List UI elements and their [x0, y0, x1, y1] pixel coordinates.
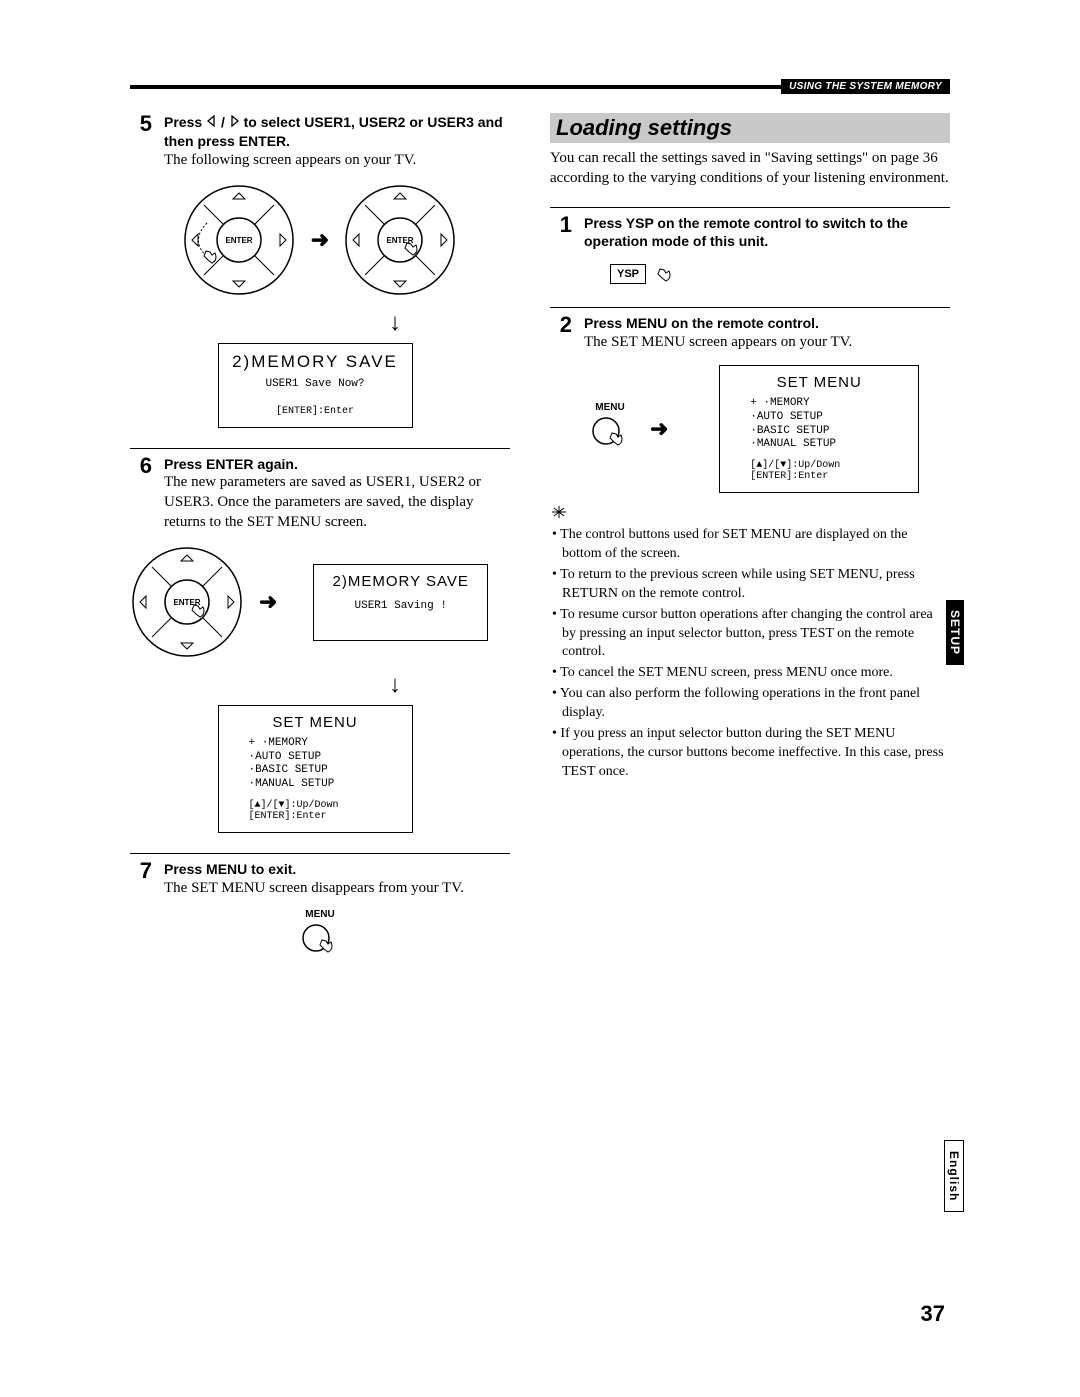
side-tab-setup: SETUP: [946, 600, 964, 665]
header-label: USING THE SYSTEM MEMORY: [781, 79, 950, 94]
screen-title: SET MENU: [229, 714, 402, 731]
step-number: 7: [130, 860, 152, 899]
footer-line: [▲]/[▼]:Up/Down: [750, 460, 908, 471]
dpad-enter-highlighted: ENTER: [343, 183, 458, 298]
screen-title: SET MENU: [730, 374, 908, 391]
step-body: Press ENTER again. The new parameters ar…: [164, 455, 510, 533]
step-6-text: The new parameters are saved as USER1, U…: [164, 473, 510, 532]
menu-line: + ·MEMORY: [750, 397, 908, 411]
footer-line: [ENTER]:Enter: [750, 471, 908, 482]
arrow-down-icon: ↓: [130, 310, 510, 337]
step-divider: [130, 853, 510, 854]
step-body: Press MENU to exit. The SET MENU screen …: [164, 860, 510, 899]
footer-line: [ENTER]:Enter: [249, 811, 402, 822]
menu-button-diagram: MENU: [130, 909, 510, 963]
step-number: 5: [130, 113, 152, 171]
menu-line: + ·MEMORY: [249, 737, 402, 751]
right-column: Loading settings You can recall the sett…: [550, 113, 950, 963]
set-menu-screen-2: SET MENU + ·MEMORY ·AUTO SETUP ·BASIC SE…: [719, 365, 919, 493]
step-7: 7 Press MENU to exit. The SET MENU scree…: [130, 860, 510, 899]
footer-line: [▲]/[▼]:Up/Down: [249, 800, 402, 811]
left-column: 5 Press / to select USER1, USER2 or USER…: [130, 113, 510, 963]
triangle-right-icon: [229, 115, 240, 127]
round-button-press-icon: [590, 415, 630, 451]
right-step-2-heading: Press MENU on the remote control.: [584, 314, 950, 333]
step-number: 2: [550, 314, 572, 353]
right-step-2-diagram: MENU ➜ SET MENU + ·MEMORY ·AUTO SETUP ·B…: [590, 365, 950, 493]
screen-footer: [▲]/[▼]:Up/Down [ENTER]:Enter: [730, 460, 908, 482]
menu-line: ·MANUAL SETUP: [750, 438, 908, 452]
dpad-enter: ENTER: [130, 545, 245, 660]
menu-line: ·BASIC SETUP: [750, 425, 908, 439]
ysp-button-diagram: YSP: [610, 261, 950, 287]
step-5-diagram-row: ENTER ➜ ENTER: [130, 183, 510, 298]
screen-line: USER1 Saving !: [324, 600, 477, 612]
arrow-down-icon: ↓: [130, 672, 510, 699]
step-body: Press YSP on the remote control to switc…: [584, 214, 950, 252]
step-divider: [550, 207, 950, 208]
step-6: 6 Press ENTER again. The new parameters …: [130, 455, 510, 533]
right-step-1: 1 Press YSP on the remote control to swi…: [550, 214, 950, 252]
menu-line: ·AUTO SETUP: [249, 751, 402, 765]
tip-item: To return to the previous screen while u…: [552, 566, 950, 604]
screen-lines: + ·MEMORY ·AUTO SETUP ·BASIC SETUP ·MANU…: [730, 397, 908, 452]
step-divider: [130, 448, 510, 449]
menu-line: ·MANUAL SETUP: [249, 778, 402, 792]
memory-save-screen-1: 2)MEMORY SAVE USER1 Save Now? [ENTER]:En…: [218, 343, 413, 428]
step-body: Press MENU on the remote control. The SE…: [584, 314, 950, 353]
menu-label: MENU: [130, 909, 510, 920]
arrow-right-icon: ➜: [259, 589, 277, 615]
menu-label: MENU: [590, 402, 630, 413]
screen-line: USER1 Save Now?: [229, 378, 402, 390]
press-hand-icon: [648, 259, 678, 287]
tip-icon: [550, 505, 950, 524]
step-number: 6: [130, 455, 152, 533]
loading-settings-intro: You can recall the settings saved in "Sa…: [550, 149, 950, 189]
loading-settings-heading: Loading settings: [550, 113, 950, 143]
tip-item: You can also perform the following opera…: [552, 685, 950, 723]
screen-lines: + ·MEMORY ·AUTO SETUP ·BASIC SETUP ·MANU…: [229, 737, 402, 792]
tip-item: To resume cursor button operations after…: [552, 606, 950, 663]
step-6-diagram-row: ENTER ➜ 2)MEMORY SAVE USER1 Saving !: [130, 545, 510, 660]
arrow-right-icon: ➜: [650, 416, 668, 442]
step-6-heading: Press ENTER again.: [164, 455, 510, 474]
tip-item: The control buttons used for SET MENU ar…: [552, 526, 950, 564]
tips-list: The control buttons used for SET MENU ar…: [550, 526, 950, 782]
tip-item: If you press an input selector button du…: [552, 725, 950, 782]
screen-title: 2)MEMORY SAVE: [324, 573, 477, 590]
step-5-heading-prefix: Press: [164, 114, 206, 130]
screen-footer: [ENTER]:Enter: [229, 406, 402, 417]
step-7-heading: Press MENU to exit.: [164, 860, 510, 879]
menu-line: ·AUTO SETUP: [750, 411, 908, 425]
step-5-heading: Press / to select USER1, USER2 or USER3 …: [164, 113, 510, 151]
step-5: 5 Press / to select USER1, USER2 or USER…: [130, 113, 510, 171]
step-7-text: The SET MENU screen disappears from your…: [164, 879, 510, 899]
svg-text:ENTER: ENTER: [225, 236, 252, 245]
step-body: Press / to select USER1, USER2 or USER3 …: [164, 113, 510, 171]
round-button-press-icon: [300, 922, 340, 958]
menu-line: ·BASIC SETUP: [249, 764, 402, 778]
arrow-right-icon: ➜: [311, 227, 329, 253]
header-bar: USING THE SYSTEM MEMORY: [130, 85, 950, 89]
right-step-2-text: The SET MENU screen appears on your TV.: [584, 333, 950, 353]
side-tab-english: English: [944, 1140, 964, 1212]
page-number: 37: [921, 1301, 945, 1327]
slash-icon: /: [221, 114, 229, 130]
memory-save-screen-2: 2)MEMORY SAVE USER1 Saving !: [313, 564, 488, 641]
ysp-label: YSP: [610, 264, 646, 284]
set-menu-screen-1: SET MENU + ·MEMORY ·AUTO SETUP ·BASIC SE…: [218, 705, 413, 833]
step-5-text: The following screen appears on your TV.: [164, 151, 510, 171]
triangle-left-icon: [206, 115, 217, 127]
dpad-left-highlighted: ENTER: [182, 183, 297, 298]
step-number: 1: [550, 214, 572, 252]
right-step-2: 2 Press MENU on the remote control. The …: [550, 314, 950, 353]
step-divider: [550, 307, 950, 308]
tip-item: To cancel the SET MENU screen, press MEN…: [552, 664, 950, 683]
two-column-layout: 5 Press / to select USER1, USER2 or USER…: [130, 113, 950, 963]
screen-footer: [▲]/[▼]:Up/Down [ENTER]:Enter: [229, 800, 402, 822]
menu-button-diagram: MENU: [590, 402, 630, 456]
right-step-1-heading: Press YSP on the remote control to switc…: [584, 214, 950, 252]
screen-title: 2)MEMORY SAVE: [229, 352, 402, 372]
